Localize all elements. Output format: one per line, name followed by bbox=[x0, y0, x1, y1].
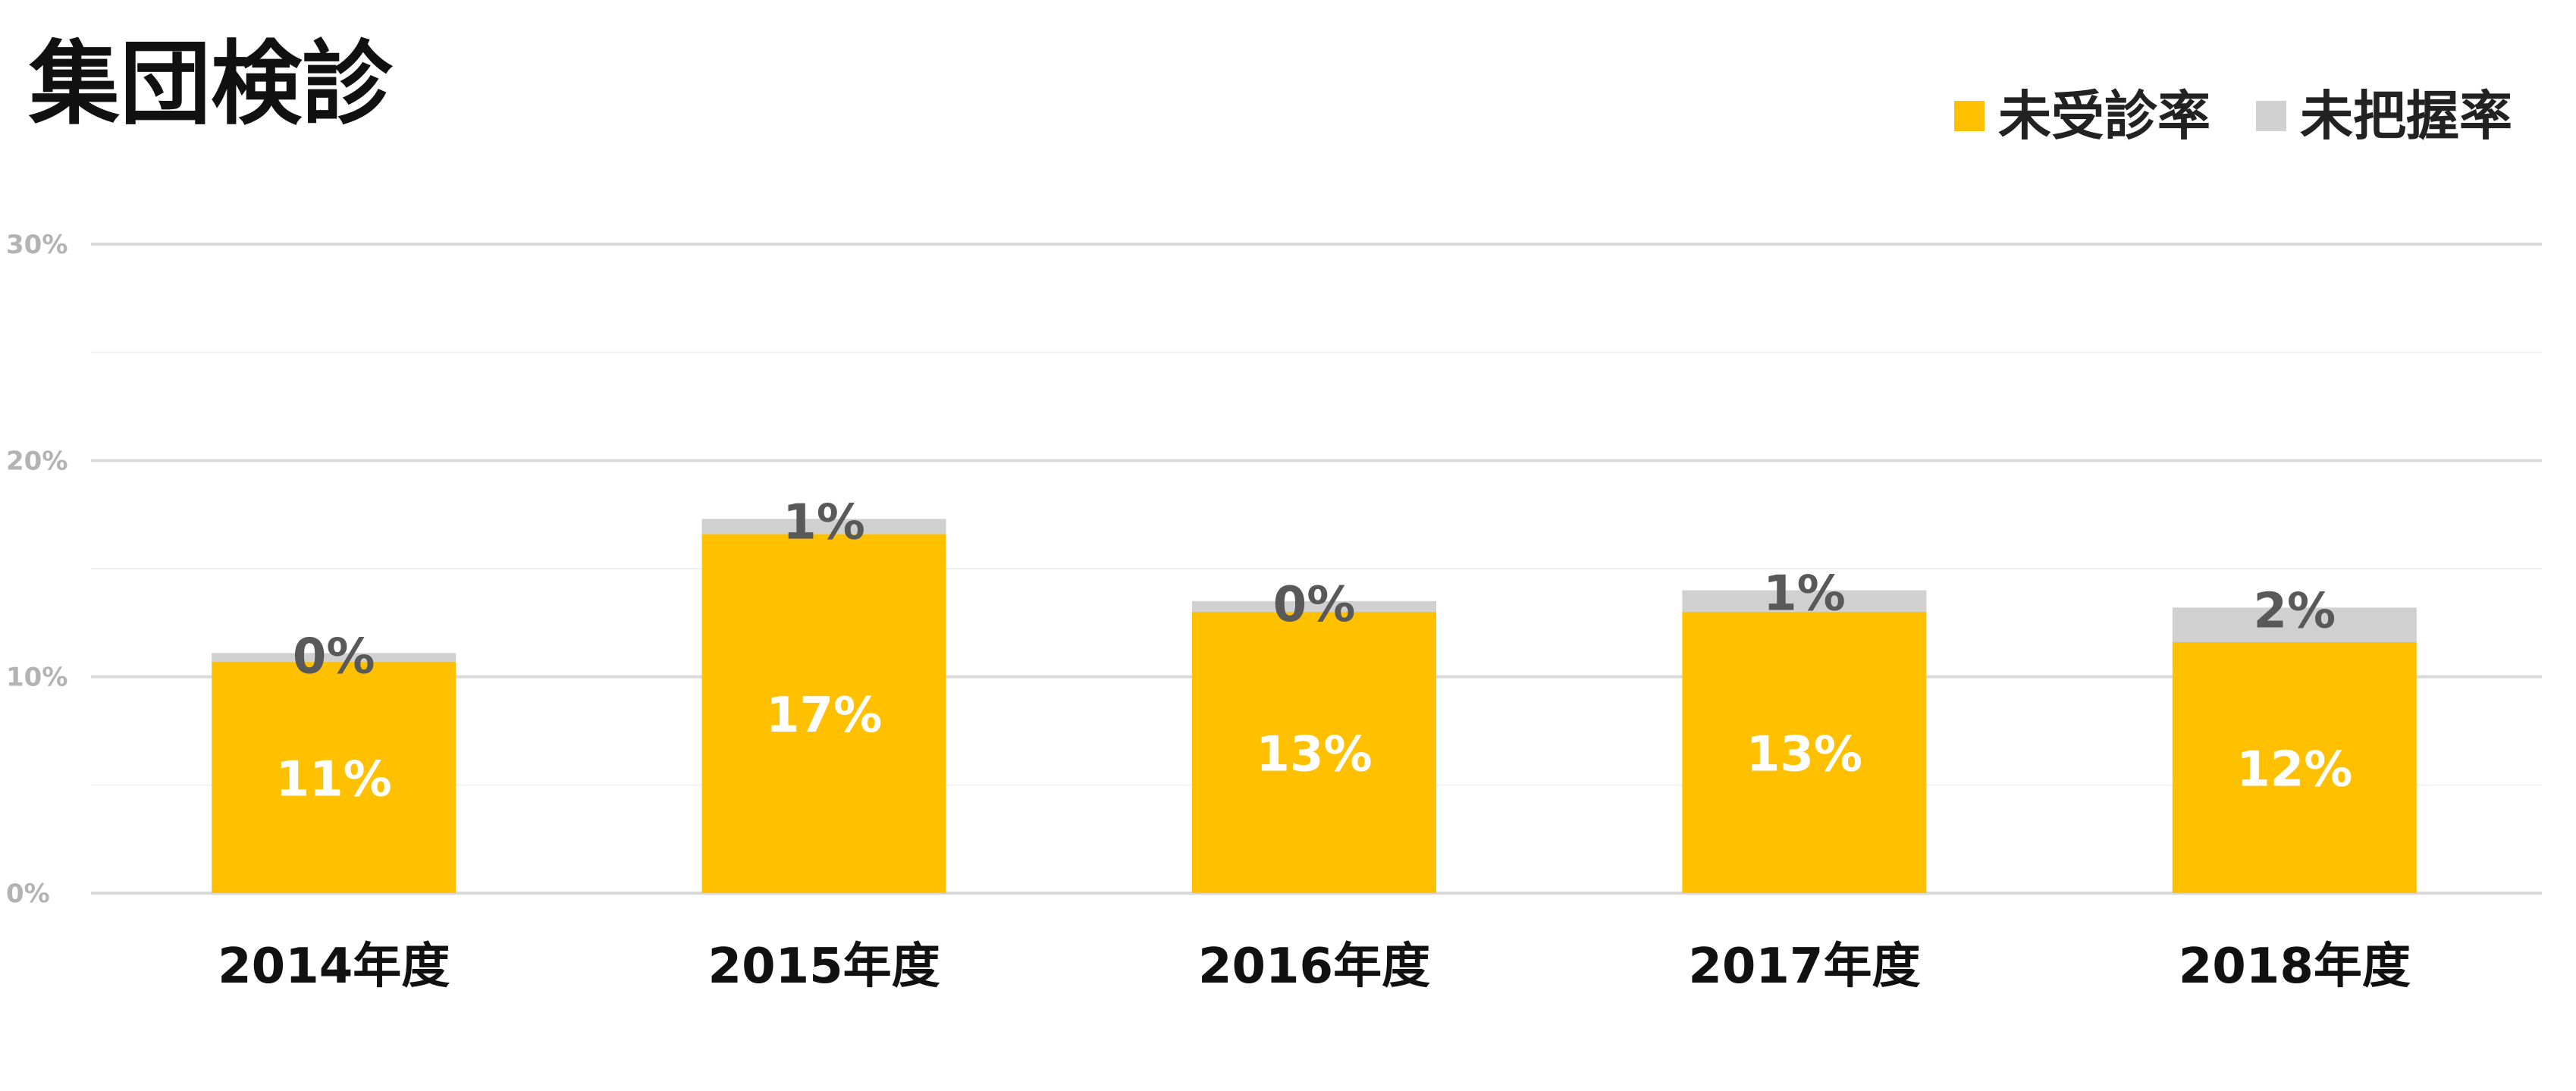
data-label-unknown: 1% bbox=[783, 494, 865, 550]
bar-unknown bbox=[2172, 607, 2417, 643]
data-label-unexamined: 11% bbox=[276, 751, 392, 807]
data-label-unknown: 2% bbox=[2253, 583, 2336, 639]
data-label-unexamined: 13% bbox=[1256, 727, 1372, 783]
x-category-label: 2017年度 bbox=[1688, 939, 1920, 995]
x-axis-categories: 2014年度 2015年度 2016年度 2017年度 2018年度 bbox=[218, 939, 2411, 995]
data-label-unknown: 1% bbox=[1763, 566, 1846, 622]
data-label-unexamined: 17% bbox=[766, 688, 882, 744]
legend-swatch-unexamined bbox=[1954, 101, 1985, 131]
y-tick-label: 20% bbox=[6, 446, 67, 476]
bar-unexamined bbox=[1682, 612, 1927, 893]
bar-unknown bbox=[1192, 600, 1436, 613]
x-category-label: 2018年度 bbox=[2179, 939, 2411, 995]
x-category-label: 2016年度 bbox=[1198, 939, 1430, 995]
data-label-unknown: 0% bbox=[293, 629, 375, 685]
y-tick-label: 30% bbox=[6, 230, 67, 260]
bars bbox=[212, 519, 2417, 893]
bar-unknown bbox=[701, 519, 946, 535]
bar-unexamined bbox=[701, 534, 946, 893]
x-category-label: 2015年度 bbox=[708, 939, 940, 995]
legend-label-unknown: 未把握率 bbox=[2300, 85, 2512, 147]
legend-swatch-unknown bbox=[2256, 101, 2286, 131]
bar-unknown bbox=[1682, 590, 1927, 613]
y-tick-label: 0% bbox=[6, 879, 50, 909]
legend-item-unknown: 未把握率 bbox=[2256, 89, 2512, 143]
chart-legend: 未受診率 未把握率 bbox=[1954, 89, 2512, 143]
bar-unexamined bbox=[212, 661, 457, 893]
bar-unexamined bbox=[1192, 612, 1436, 893]
x-category-label: 2014年度 bbox=[218, 939, 450, 995]
legend-item-unexamined: 未受診率 bbox=[1954, 89, 2210, 143]
data-label-unknown: 0% bbox=[1273, 577, 1356, 633]
data-labels: 11% 0% 17% 1% 13% 0% 13% 1% 12% 2% bbox=[276, 494, 2353, 807]
y-axis-ticks: 0% 10% 20% 30% bbox=[6, 230, 67, 909]
bar-unexamined bbox=[2172, 642, 2417, 893]
data-label-unexamined: 12% bbox=[2236, 742, 2352, 798]
y-tick-label: 10% bbox=[6, 663, 67, 693]
data-label-unexamined: 13% bbox=[1746, 727, 1862, 783]
bar-unknown bbox=[212, 653, 457, 662]
chart-title: 集団検診 bbox=[29, 32, 393, 137]
legend-label-unexamined: 未受診率 bbox=[1998, 85, 2210, 147]
